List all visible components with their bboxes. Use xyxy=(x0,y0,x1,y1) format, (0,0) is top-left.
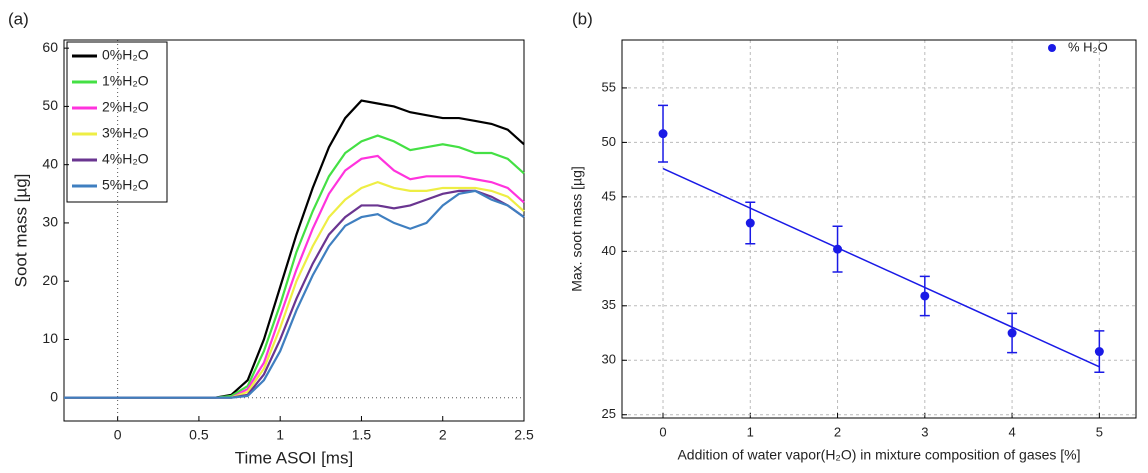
y-tick-label: 0 xyxy=(50,388,58,404)
y-tick-label: 55 xyxy=(602,79,616,94)
y-tick-label: 35 xyxy=(602,297,616,312)
legend-label: 2%H₂O xyxy=(102,99,149,115)
x-tick-label: 4 xyxy=(1008,424,1015,439)
data-point xyxy=(745,218,755,228)
x-tick-label: 2.5 xyxy=(514,427,534,443)
legend-label: % H₂O xyxy=(1068,39,1108,54)
y-tick-label: 25 xyxy=(602,406,616,421)
x-tick-label: 2 xyxy=(834,424,841,439)
series-line xyxy=(64,154,525,399)
x-axis-label: Time ASOI [ms] xyxy=(235,448,353,467)
x-axis-label: Addition of water vapor(H₂O) in mixture … xyxy=(677,447,1080,463)
data-point xyxy=(658,129,668,139)
y-tick-label: 50 xyxy=(602,134,616,149)
fit-line xyxy=(662,167,1100,368)
series-line xyxy=(64,99,525,399)
x-tick-label: 5 xyxy=(1096,424,1103,439)
x-tick-label: 2 xyxy=(439,427,447,443)
y-axis-label: Max. soot mass [µg] xyxy=(569,166,585,292)
legend-label: 5%H₂O xyxy=(102,177,149,193)
series-line xyxy=(64,134,525,399)
series-line xyxy=(64,189,525,399)
panel-label: (a) xyxy=(8,9,29,28)
legend-label: 3%H₂O xyxy=(102,125,149,141)
x-tick-label: 0 xyxy=(659,424,666,439)
y-tick-label: 40 xyxy=(42,155,58,171)
data-point xyxy=(920,291,930,301)
series-line xyxy=(64,189,525,399)
legend-marker xyxy=(1048,44,1056,52)
legend-label: 0%H₂O xyxy=(102,47,149,63)
y-tick-label: 30 xyxy=(602,352,616,367)
legend-box xyxy=(66,41,168,203)
x-tick-label: 0.5 xyxy=(189,427,209,443)
legend-label: 4%H₂O xyxy=(102,151,149,167)
legend-label: 1%H₂O xyxy=(102,73,149,89)
x-tick-label: 1.5 xyxy=(352,427,372,443)
data-point xyxy=(1094,347,1104,357)
x-tick-label: 1 xyxy=(276,427,284,443)
x-tick-label: 0 xyxy=(114,427,122,443)
data-point xyxy=(1007,328,1017,338)
y-tick-label: 20 xyxy=(42,272,58,288)
x-tick-label: 3 xyxy=(921,424,928,439)
y-axis-label: Soot mass [µg] xyxy=(11,174,30,288)
plot-frame xyxy=(621,39,1137,419)
y-tick-label: 60 xyxy=(42,39,58,55)
y-tick-label: 40 xyxy=(602,243,616,258)
y-tick-label: 10 xyxy=(42,330,58,346)
y-tick-label: 30 xyxy=(42,214,58,230)
panel-label: (b) xyxy=(572,9,593,28)
y-tick-label: 45 xyxy=(602,188,616,203)
data-point xyxy=(833,244,843,254)
y-tick-label: 50 xyxy=(42,97,58,113)
plot-frame xyxy=(63,39,525,422)
series-line xyxy=(64,180,525,399)
x-tick-label: 1 xyxy=(747,424,754,439)
